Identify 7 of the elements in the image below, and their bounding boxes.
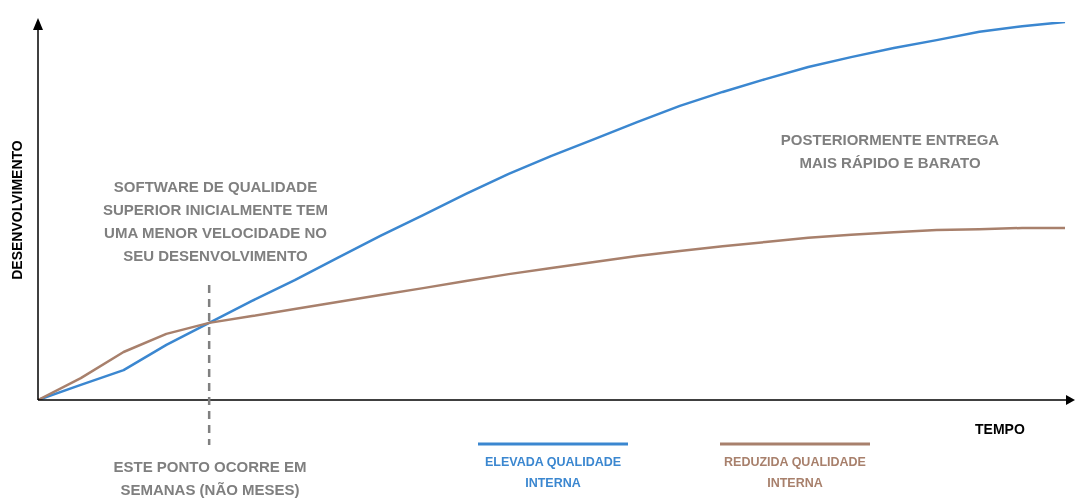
annotation: SOFTWARE DE QUALIDADE SUPERIOR INICIALMENTE TEM UMA MENOR VELOCIDADE NO SEU DESENVOLVIMENTO xyxy=(102,177,329,266)
y-axis-title: DESENVOLVIMENTO xyxy=(8,139,26,282)
annotation: POSTERIORMENTE ENTREGA MAIS RÁPIDO E BARATO xyxy=(779,130,1001,173)
text: ESTE PONTO OCORRE EM SEMANAS (NÃO MESES) xyxy=(112,457,308,500)
text: ELEVADA QUALIDADE INTERNA xyxy=(483,454,623,492)
text: REDUZIDA QUALIDADE INTERNA xyxy=(723,454,867,492)
x-axis-title: TEMPO xyxy=(975,420,1025,439)
